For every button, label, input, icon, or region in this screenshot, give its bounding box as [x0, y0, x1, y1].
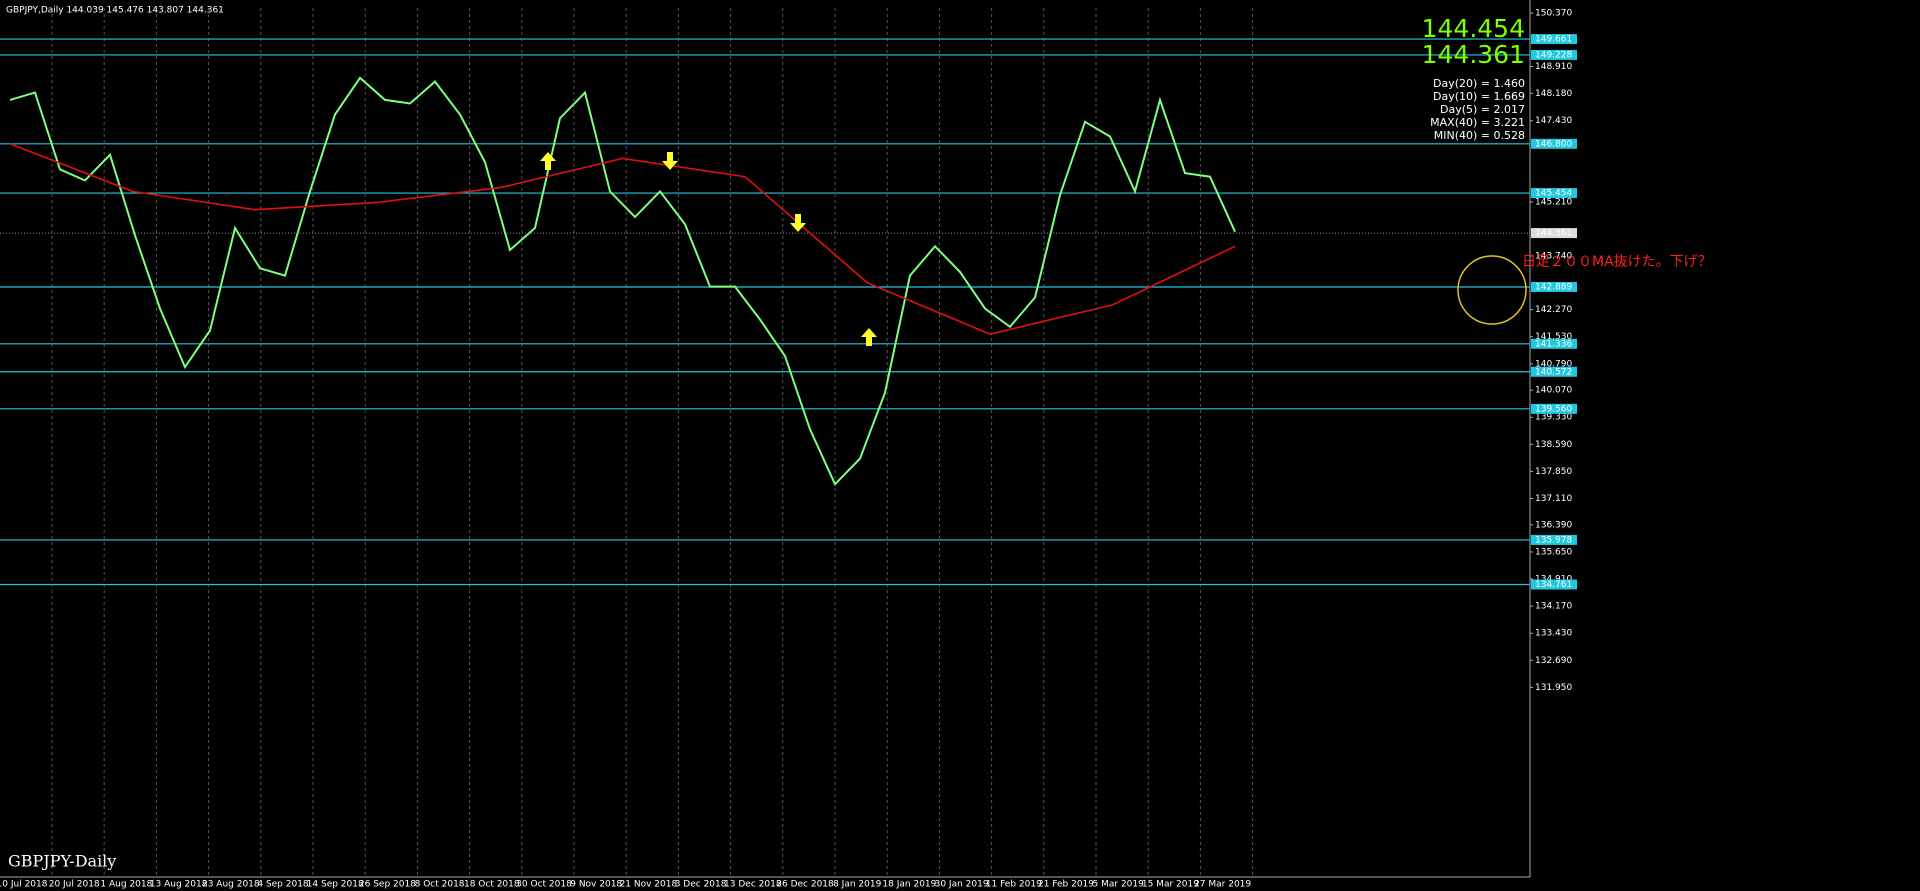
x-tick-label: 15 Mar 2019: [1142, 880, 1199, 890]
y-tick-label: 134.170: [1535, 602, 1572, 612]
y-tick-label: 135.650: [1535, 547, 1572, 557]
y-tick-label: 139.330: [1535, 413, 1572, 423]
level-label-bg: [1531, 34, 1577, 45]
x-tick-label: 14 Sep 2018: [307, 880, 364, 890]
x-tick-label: 3 Dec 2018: [675, 880, 727, 890]
level-label-bg: [1531, 49, 1577, 60]
y-tick-label: 150.370: [1535, 9, 1572, 19]
x-tick-label: 21 Feb 2019: [1038, 880, 1094, 890]
level-label: 141.336: [1535, 339, 1572, 349]
up-arrow: [861, 328, 877, 346]
x-tick-label: 18 Jan 2019: [882, 880, 936, 890]
ask-quote: 144.361: [1422, 40, 1525, 69]
x-tick-label: 27 Mar 2019: [1194, 880, 1251, 890]
x-tick-label: 13 Aug 2018: [150, 880, 208, 890]
arrows: [540, 152, 877, 346]
x-tick-label: 5 Mar 2019: [1093, 880, 1145, 890]
price-line: [9, 143, 1236, 335]
level-label: 149.661: [1535, 35, 1572, 45]
y-tick-label: 138.590: [1535, 440, 1572, 450]
level-label-bg: [1531, 138, 1577, 149]
y-tick-label: 133.430: [1535, 629, 1572, 639]
x-tick-label: 30 Oct 2018: [516, 880, 572, 890]
level-label: 134.761: [1535, 580, 1572, 590]
up-arrow: [540, 152, 556, 170]
down-arrow: [662, 152, 678, 170]
level-label: 140.572: [1535, 367, 1572, 377]
annotation: 日足２００MA抜けた。下げ？: [1522, 254, 1712, 270]
watermark: GBPJPY-Daily: [8, 852, 116, 871]
level-label-bg: [1531, 281, 1577, 292]
y-tick-label: 147.430: [1535, 116, 1572, 126]
level-label-bg: [1531, 366, 1577, 377]
y-tick-label: 148.910: [1535, 62, 1572, 72]
x-tick-label: 10 Jul 2018: [0, 880, 48, 890]
level-label-bg: [1531, 338, 1577, 349]
down-arrow: [790, 214, 806, 232]
x-tick-label: 8 Oct 2018: [415, 880, 465, 890]
level-label: 145.454: [1535, 189, 1572, 199]
y-tick-label: 131.950: [1535, 683, 1572, 693]
current-price-label: 144.361: [1535, 229, 1572, 239]
x-tick-label: 20 Jul 2018: [49, 880, 100, 890]
y-tick-label: 132.690: [1535, 656, 1572, 666]
info-line: MIN(40) = 0.528: [1434, 129, 1525, 142]
y-tick-label: 142.270: [1535, 305, 1572, 315]
info-line: MAX(40) = 3.221: [1430, 116, 1525, 129]
x-tick-label: 8 Jan 2019: [833, 880, 881, 890]
info-line: Day(10) = 1.669: [1433, 90, 1525, 103]
level-label-bg: [1531, 579, 1577, 590]
level-label: 149.228: [1535, 50, 1572, 60]
x-tick-label: 18 Oct 2018: [464, 880, 520, 890]
chart-title: GBPJPY,Daily 144.039 145.476 143.807 144…: [6, 6, 224, 16]
y-tick-label: 143.740: [1535, 251, 1572, 261]
x-tick-label: 21 Nov 2018: [620, 880, 678, 890]
x-tick-label: 13 Dec 2018: [724, 880, 782, 890]
current-price-bg: [1531, 228, 1577, 239]
bid-quote: 144.454: [1422, 14, 1525, 43]
x-tick-label: 26 Sep 2018: [359, 880, 416, 890]
level-label: 142.889: [1535, 282, 1572, 292]
info-line: Day(20) = 1.460: [1433, 77, 1525, 90]
x-tick-label: 9 Nov 2018: [570, 880, 622, 890]
x-tick-label: 30 Jan 2019: [935, 880, 989, 890]
y-tick-label: 145.210: [1535, 198, 1572, 208]
price-line: [9, 76, 1236, 486]
info-line: Day(5) = 2.017: [1440, 103, 1525, 116]
x-tick-label: 11 Feb 2019: [986, 880, 1042, 890]
x-tick-label: 23 Aug 2018: [202, 880, 260, 890]
x-tick-label: 1 Aug 2018: [100, 880, 152, 890]
level-label: 135.978: [1535, 535, 1572, 545]
level-label-bg: [1531, 188, 1577, 199]
highlight-circle: [1457, 255, 1527, 325]
y-tick-label: 141.530: [1535, 332, 1572, 342]
level-label: 139.560: [1535, 404, 1572, 414]
y-tick-label: 136.390: [1535, 520, 1572, 530]
level-label-bg: [1531, 403, 1577, 414]
level-label: 146.800: [1535, 139, 1572, 149]
y-tick-label: 140.790: [1535, 359, 1572, 369]
y-tick-label: 140.070: [1535, 386, 1572, 396]
y-tick-label: 137.110: [1535, 494, 1572, 504]
y-tick-label: 137.850: [1535, 467, 1572, 477]
x-tick-label: 4 Sep 2018: [257, 880, 309, 890]
y-tick-label: 148.180: [1535, 89, 1572, 99]
level-label-bg: [1531, 534, 1577, 545]
x-tick-label: 26 Dec 2018: [776, 880, 834, 890]
